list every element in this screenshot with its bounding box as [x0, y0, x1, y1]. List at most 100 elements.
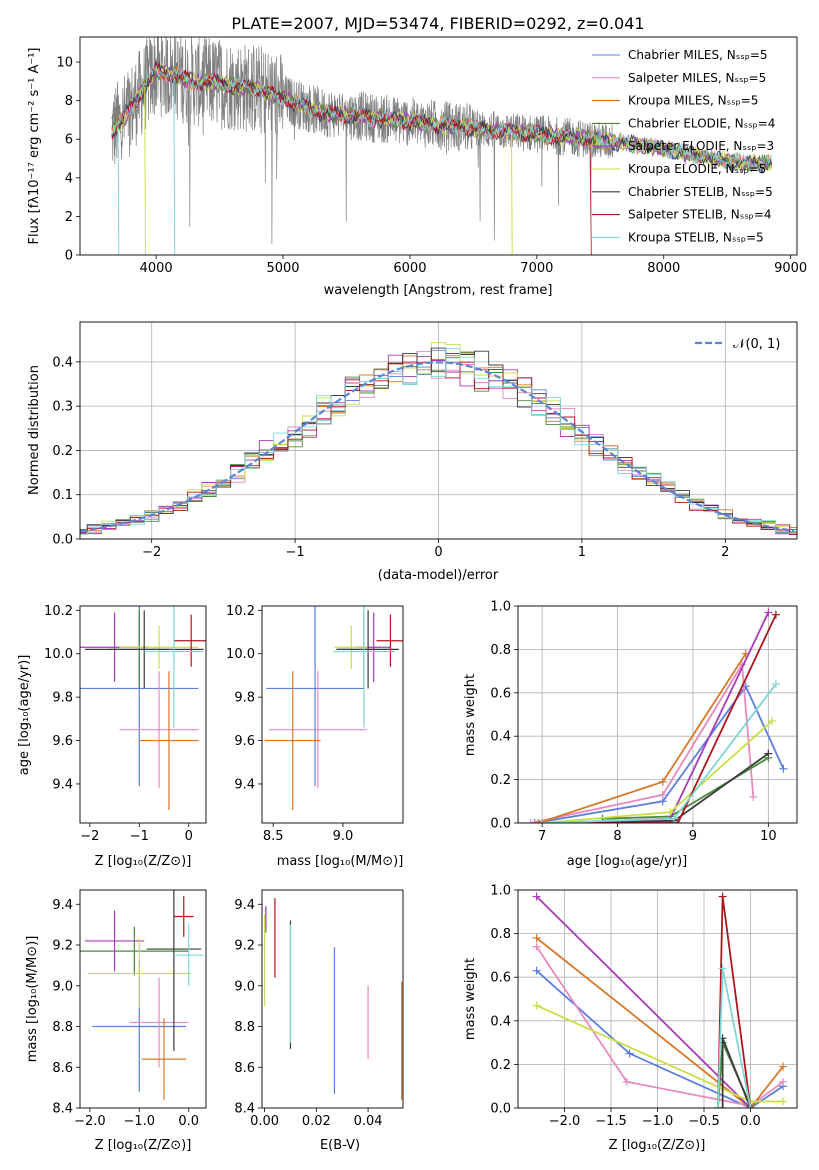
y-tick-label: 8.6 — [52, 1061, 73, 1076]
legend-label-chabrier_miles: Chabrier MILES, Nₛₛₚ=5 — [628, 48, 768, 62]
axes-frame-4 — [517, 605, 798, 824]
mw-z-ylabel: mass weight — [463, 958, 478, 1040]
y-tick-label: 9.2 — [52, 939, 73, 954]
spectrum-legend: Chabrier MILES, Nₛₛₚ=5 Salpeter MILES, Nₛ… — [592, 48, 775, 244]
mass-weight-plot-area-7 — [532, 892, 788, 1108]
mass-weight-line-chabrier_miles — [536, 970, 784, 1108]
mass-weight-line-salpeter_miles — [535, 946, 784, 1107]
axes-frame-2 — [79, 605, 207, 824]
y-tick-label: 8.8 — [52, 1020, 73, 1035]
label-layer: PLATE=2007, MJD=53474, FIBERID=0292, z=0… — [17, 14, 705, 1153]
legend-label-salpeter_stelib: Salpeter STELIB, Nₛₛₚ=4 — [628, 208, 772, 222]
x-tick-label: 7000 — [520, 261, 553, 276]
mass-z-ylabel: mass [log₁₀(M/M⊙)] — [25, 936, 40, 1063]
y-tick-label: 4 — [65, 171, 73, 186]
axes-0: 4000 5000 6000 7000 8000 9000 0 2 4 6 8 10 — [56, 56, 807, 276]
x-tick-label: 9 — [689, 829, 697, 844]
mass-weight-line-salpeter_stelib — [542, 614, 777, 823]
residual-histogram-salpeter_stelib — [80, 361, 797, 536]
x-tick-label: 0.0 — [740, 1114, 761, 1129]
x-tick-label: −1.0 — [124, 1114, 156, 1129]
y-tick-label: 0.2 — [52, 444, 73, 459]
y-tick-label: 10.0 — [226, 647, 255, 662]
x-tick-label: 4000 — [140, 261, 173, 276]
y-tick-label: 9.4 — [234, 898, 255, 913]
mw-age-ylabel: mass weight — [463, 674, 478, 756]
axes-6: 0.00 0.02 0.04 8.4 8.6 8.8 9.0 9.2 9.4 — [234, 898, 382, 1129]
axes-frame-6 — [261, 889, 404, 1109]
y-tick-label: 0.2 — [490, 1058, 511, 1073]
x-tick-label: −1.5 — [595, 1114, 627, 1129]
x-tick-label: 8.5 — [263, 829, 284, 844]
model-dip-kroupa_elodie — [510, 131, 513, 255]
x-tick-label: −1 — [130, 829, 149, 844]
errorbar-plot-area-2 — [80, 606, 206, 810]
y-tick-label: 9.0 — [234, 979, 255, 994]
y-tick-label: 0.1 — [52, 488, 73, 503]
y-tick-label: 0.4 — [490, 1014, 511, 1029]
mass-weight-line-salpeter_elodie — [535, 895, 752, 1108]
y-tick-label: 9.4 — [52, 898, 73, 913]
y-tick-label: 0.3 — [52, 400, 73, 415]
ebv-plot-area — [263, 898, 403, 1100]
mass-z-xlabel: Z [log₁₀(Z/Z⊙)] — [95, 1138, 192, 1153]
normal-curve-line — [80, 361, 795, 533]
x-tick-label: 2 — [721, 545, 729, 560]
legend-label-chabrier_elodie: Chabrier ELODIE, Nₛₛₚ=4 — [628, 116, 775, 130]
axes-frame-1 — [79, 321, 798, 540]
y-tick-label: 10.2 — [44, 604, 73, 619]
y-tick-label: 0.4 — [52, 355, 73, 370]
spectrum-ylabel: Flux [fλ10⁻¹⁷ erg cm⁻² s⁻¹ A⁻¹] — [27, 48, 42, 245]
x-tick-label: 0.00 — [250, 1114, 279, 1129]
y-tick-label: 0.0 — [52, 533, 73, 548]
model-spectrum-kroupa_stelib — [111, 65, 772, 173]
axes-2: −2 −1 0 9.4 9.6 9.8 10.0 10.2 — [44, 604, 193, 844]
age-z-xlabel: Z [log₁₀(Z/Z⊙)] — [95, 854, 192, 869]
x-tick-label: 0.04 — [354, 1114, 383, 1129]
y-tick-label: 0.8 — [490, 927, 511, 942]
residual-histogram-chabrier_miles — [80, 349, 797, 534]
mass-ebv-xlabel: E(B-V) — [320, 1138, 360, 1153]
axes-3: 8.5 9.0 9.4 9.6 9.8 10.0 10.2 — [226, 604, 353, 844]
mass-weight-plot-area-4 — [526, 608, 788, 823]
age-mass-xlabel: mass [log₁₀(M/M⊙)] — [277, 854, 404, 869]
spectrum-title: PLATE=2007, MJD=53474, FIBERID=0292, z=0… — [231, 14, 644, 33]
y-tick-label: 8.4 — [52, 1102, 73, 1117]
axes-5: −2.0 −1.0 0.0 8.4 8.6 8.8 9.0 9.2 9.4 — [52, 898, 199, 1129]
y-tick-label: 0.6 — [490, 971, 511, 986]
axes-frame-0 — [79, 36, 798, 256]
x-tick-label: 0.0 — [178, 1114, 199, 1129]
x-tick-label: 1 — [578, 545, 586, 560]
y-tick-label: 9.2 — [234, 939, 255, 954]
x-tick-label: −2 — [142, 545, 161, 560]
age-z-ylabel: age [log₁₀(age/yr)] — [17, 655, 32, 776]
legend-label-kroupa_elodie: Kroupa ELODIE, Nₛₛₚ=5 — [628, 162, 766, 176]
x-tick-label: 6000 — [393, 261, 426, 276]
residual-plot-area — [80, 342, 797, 536]
plots-layer: 4000 5000 6000 7000 8000 90000246810Chabrier … — [44, 36, 807, 1129]
y-tick-label: 9.8 — [234, 691, 255, 706]
x-tick-label: 8000 — [647, 261, 680, 276]
axes-frame-5 — [79, 889, 207, 1109]
y-tick-label: 9.8 — [52, 691, 73, 706]
y-tick-label: 0.0 — [490, 817, 511, 832]
legend-label-chabrier_stelib: Chabrier STELIB, Nₛₛₚ=5 — [628, 185, 773, 199]
legend-label-normal: 𝒩(0, 1) — [733, 337, 780, 352]
y-tick-label: 10 — [56, 56, 73, 71]
residual-histogram-chabrier_elodie — [80, 352, 797, 536]
model-dip-kroupa_stelib — [117, 124, 120, 255]
y-tick-label: 9.4 — [52, 777, 73, 792]
residual-histogram-salpeter_elodie — [80, 354, 797, 535]
axes-frame-7 — [517, 889, 798, 1109]
axes-frame-3 — [261, 605, 404, 824]
y-tick-label: 8 — [65, 94, 73, 109]
errorbar-plot-area-3 — [264, 606, 403, 810]
x-tick-label: −1.0 — [642, 1114, 674, 1129]
x-tick-label: 0 — [434, 545, 442, 560]
legend-label-kroupa_stelib: Kroupa STELIB, Nₛₛₚ=5 — [628, 230, 764, 244]
y-tick-label: 8.8 — [234, 1020, 255, 1035]
spectrum-xlabel: wavelength [Angstrom, rest frame] — [324, 283, 553, 298]
y-tick-label: 9.0 — [52, 979, 73, 994]
y-tick-label: 9.4 — [234, 777, 255, 792]
